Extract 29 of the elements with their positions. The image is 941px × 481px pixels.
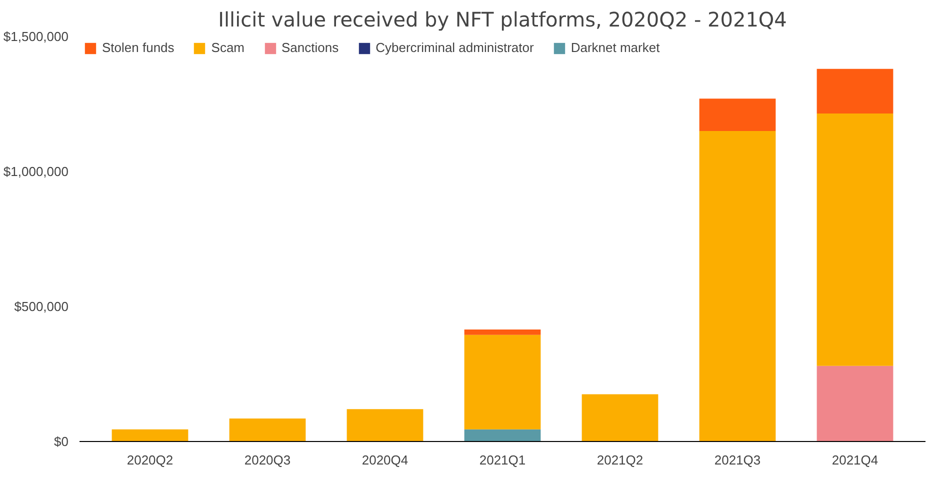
y-tick-label: $1,500,000 (3, 29, 69, 44)
bar (816, 366, 894, 442)
x-tick-label: 2021Q1 (479, 452, 526, 468)
legend-label: Scam (211, 40, 245, 55)
y-tick-label: $0 (54, 434, 69, 449)
bar (464, 334, 541, 430)
legend-label: Stolen funds (102, 40, 174, 55)
x-tick-label: 2020Q2 (126, 452, 174, 468)
x-tick-label: 2021Q2 (596, 452, 644, 468)
x-tick-label: 2020Q4 (362, 452, 408, 468)
legend-label: Darknet market (570, 40, 660, 55)
legend-label: Cybercriminal administrator (376, 40, 534, 55)
bar (816, 68, 894, 114)
bar (816, 113, 894, 366)
bar (229, 418, 306, 442)
bar (582, 394, 658, 442)
x-tick-label: 2021Q3 (714, 452, 761, 468)
x-tick-label: 2021Q4 (832, 452, 878, 468)
y-tick-label: $1,000,000 (3, 164, 69, 179)
x-tick-label: 2020Q3 (244, 452, 291, 468)
y-tick-label: $500,000 (14, 299, 69, 314)
bar (464, 329, 541, 335)
bar (464, 429, 541, 442)
chart-title: Illicit value received by NFT platforms, 2020Q2 - 2021Q4 (218, 8, 787, 32)
legend-label: Sanctions (282, 40, 339, 55)
bar (699, 131, 776, 442)
bar (346, 409, 424, 442)
bar (112, 429, 188, 442)
bar (699, 98, 776, 131)
